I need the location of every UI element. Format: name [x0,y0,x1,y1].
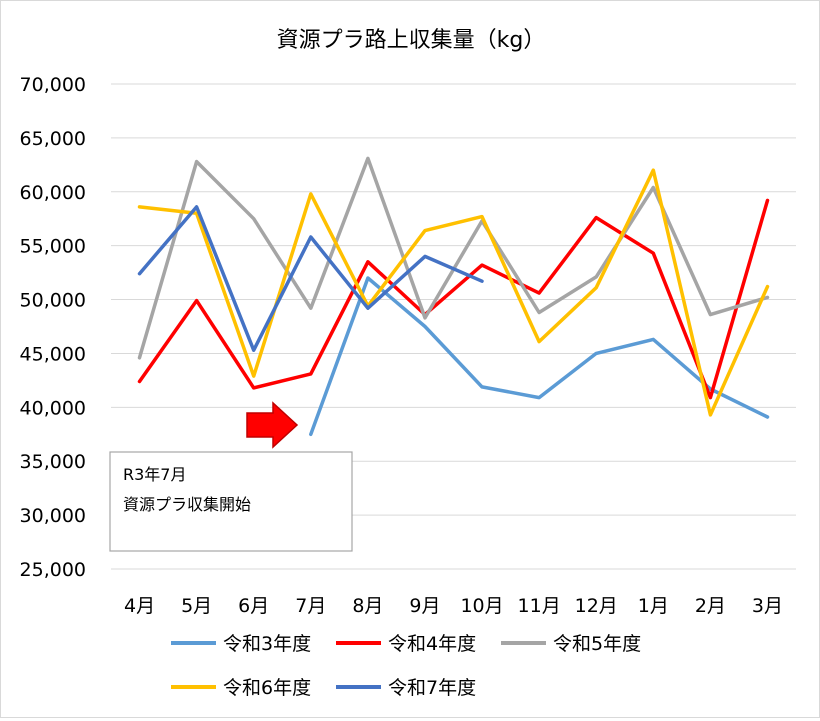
legend-label: 令和3年度 [223,633,311,655]
x-tick-label: 4月 [124,595,155,617]
chart-title: 資源プラ路上収集量（kg） [277,28,546,53]
x-tick-label: 10月 [460,595,503,617]
annotation-arrow [246,401,299,449]
x-tick-label: 12月 [575,595,618,617]
legend-label: 令和7年度 [388,677,476,699]
annotation-box: R3年7月 資源プラ収集開始 [109,451,353,552]
y-tick-label: 55,000 [20,236,86,258]
series-lines [137,156,770,437]
legend-label: 令和4年度 [388,633,476,655]
x-tick-label: 11月 [518,595,561,617]
x-tick-label: 3月 [752,595,783,617]
series-line-5 [137,205,484,352]
x-tick-label: 9月 [409,595,440,617]
y-tick-label: 30,000 [20,505,86,527]
x-axis-tick-labels: 4月 5月 6月 7月 8月 9月 10月 11月 12月 1月 2月 3月 [124,595,783,617]
legend-label: 令和5年度 [553,633,641,655]
y-tick-label: 70,000 [20,74,86,96]
y-tick-label: 45,000 [20,343,86,365]
x-tick-label: 8月 [352,595,383,617]
x-tick-label: 1月 [638,595,669,617]
annotation-line-2: 資源プラ収集開始 [123,495,251,514]
x-tick-label: 7月 [295,595,326,617]
x-tick-label: 5月 [181,595,212,617]
x-tick-label: 6月 [238,595,269,617]
gridlines [111,83,796,516]
series-line-2 [137,198,770,400]
x-tick-label: 2月 [695,595,726,617]
y-tick-label: 65,000 [20,128,86,150]
series-line-4 [137,168,770,417]
series-line-1 [309,276,770,437]
y-tick-label: 50,000 [20,290,86,312]
y-tick-label: 40,000 [20,397,86,419]
legend-label: 令和6年度 [223,677,311,699]
y-tick-label: 60,000 [20,182,86,204]
y-tick-label: 25,000 [20,559,86,581]
y-axis-tick-labels: 25,000 30,000 35,000 40,000 45,000 50,000 55,0… [20,74,86,581]
annotation-line-1: R3年7月 [123,465,186,484]
y-tick-label: 35,000 [20,451,86,473]
